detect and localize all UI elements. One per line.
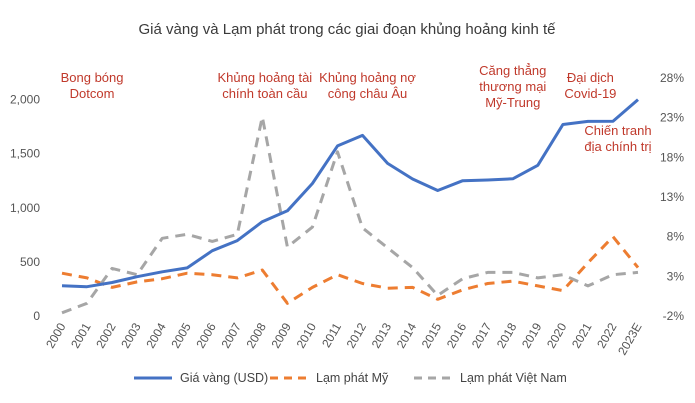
series-line: [61, 98, 639, 289]
right-tick-label: 8%: [667, 230, 685, 244]
x-tick-label: 2006: [193, 320, 219, 350]
x-tick-label: 2019: [519, 320, 545, 350]
chart-title: Giá vàng và Lạm phát trong các giai đoạn…: [139, 21, 557, 38]
x-tick-label: 2023E: [615, 321, 644, 358]
x-tick-label: 2005: [168, 320, 194, 350]
annotation-label: Căng thẳng thương mại Mỹ-Trung: [479, 63, 546, 110]
legend-label: Giá vàng (USD): [180, 371, 268, 385]
x-axis-ticks: 2000 2001 2002 2003 2004 2005 2006 2007 2008 2009…: [43, 320, 644, 357]
x-tick-label: 2011: [319, 320, 344, 350]
x-tick-label: 2007: [218, 320, 244, 350]
right-axis-ticks: -2% 3% 8% 13% 18% 23% 28%: [660, 71, 684, 323]
x-tick-label: 2009: [269, 320, 295, 350]
x-tick-label: 2013: [369, 320, 395, 350]
annotation-label: Chiến tranh địa chính trị: [584, 123, 651, 154]
x-tick-label: 2017: [469, 320, 495, 350]
x-tick-label: 2001: [68, 320, 94, 350]
legend: Giá vàng (USD) Lạm phát Mỹ Lạm phát Việt N…: [134, 371, 567, 385]
annotation-label: Khủng hoảng nợ công châu Âu: [319, 70, 416, 101]
left-axis-ticks: 0 500 1,000 1,500 2,000: [10, 93, 40, 323]
series-layer: [61, 98, 640, 315]
x-tick-label: 2003: [118, 320, 144, 350]
legend-label: Lạm phát Việt Nam: [460, 371, 567, 385]
annotations: Bong bóng Dotcom Khủng hoảng tài chính toàn…: [61, 63, 652, 154]
left-tick-label: 1,000: [10, 201, 40, 215]
right-tick-label: -2%: [663, 309, 685, 323]
x-tick-label: 2000: [43, 320, 69, 350]
right-tick-label: 18%: [660, 150, 684, 164]
left-tick-label: 500: [20, 255, 40, 269]
x-tick-label: 2015: [419, 320, 445, 350]
right-tick-label: 3%: [667, 269, 685, 283]
legend-label: Lạm phát Mỹ: [316, 371, 389, 385]
annotation-label: Đại dịch Covid-19: [564, 70, 616, 101]
series-line: [61, 235, 640, 305]
x-tick-label: 2021: [569, 320, 595, 350]
right-tick-label: 28%: [660, 71, 684, 85]
x-tick-label: 2020: [544, 320, 570, 350]
left-tick-label: 0: [33, 309, 40, 323]
x-tick-label: 2022: [594, 320, 620, 350]
x-tick-label: 2002: [93, 320, 119, 350]
annotation-label: Bong bóng Dotcom: [61, 70, 124, 101]
annotation-label: Khủng hoảng tài chính toàn cầu: [218, 70, 313, 101]
x-tick-label: 2014: [394, 320, 420, 350]
x-tick-label: 2008: [243, 320, 269, 350]
series-line: [61, 115, 639, 315]
right-tick-label: 13%: [660, 190, 684, 204]
x-tick-label: 2018: [494, 320, 520, 350]
left-tick-label: 2,000: [10, 93, 40, 107]
right-tick-label: 23%: [660, 111, 684, 125]
left-tick-label: 1,500: [10, 147, 40, 161]
x-tick-label: 2004: [143, 320, 169, 350]
x-tick-label: 2010: [294, 320, 320, 350]
x-tick-label: 2012: [344, 320, 370, 350]
x-tick-label: 2016: [444, 320, 470, 350]
